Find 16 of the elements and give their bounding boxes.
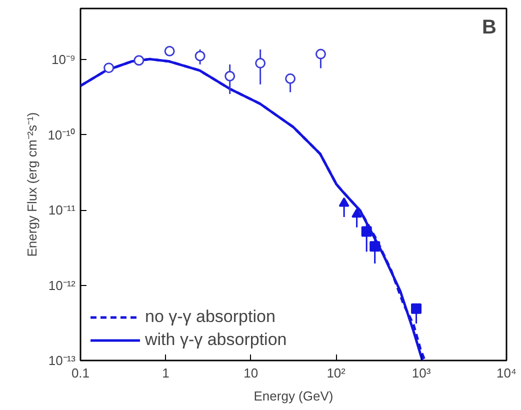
x-tick-label: 0.1	[71, 366, 90, 380]
x-tick-label: 10⁴	[496, 366, 517, 380]
x-tick-label: 10²	[326, 366, 346, 380]
x-tick-label: 10	[244, 366, 258, 380]
y-tick-label: 10⁻¹⁰	[48, 127, 76, 142]
legend-label: with γ-γ absorption	[145, 330, 287, 350]
x-axis-title: Energy (GeV)	[254, 388, 334, 404]
x-tick-label: 1	[162, 366, 170, 380]
x-tick-label: 10³	[412, 366, 432, 380]
y-tick-label: 10⁻¹¹	[48, 202, 76, 218]
y-axis-title: Energy Flux (erg cm⁻²s⁻¹)	[24, 112, 40, 257]
y-tick-label: 10⁻¹³	[48, 353, 76, 368]
legend-label: no γ-γ absorption	[145, 307, 276, 327]
y-tick-label: 10⁻⁹	[51, 52, 76, 68]
annotation: B	[482, 16, 497, 38]
y-tick-label: 10⁻¹²	[48, 278, 76, 293]
